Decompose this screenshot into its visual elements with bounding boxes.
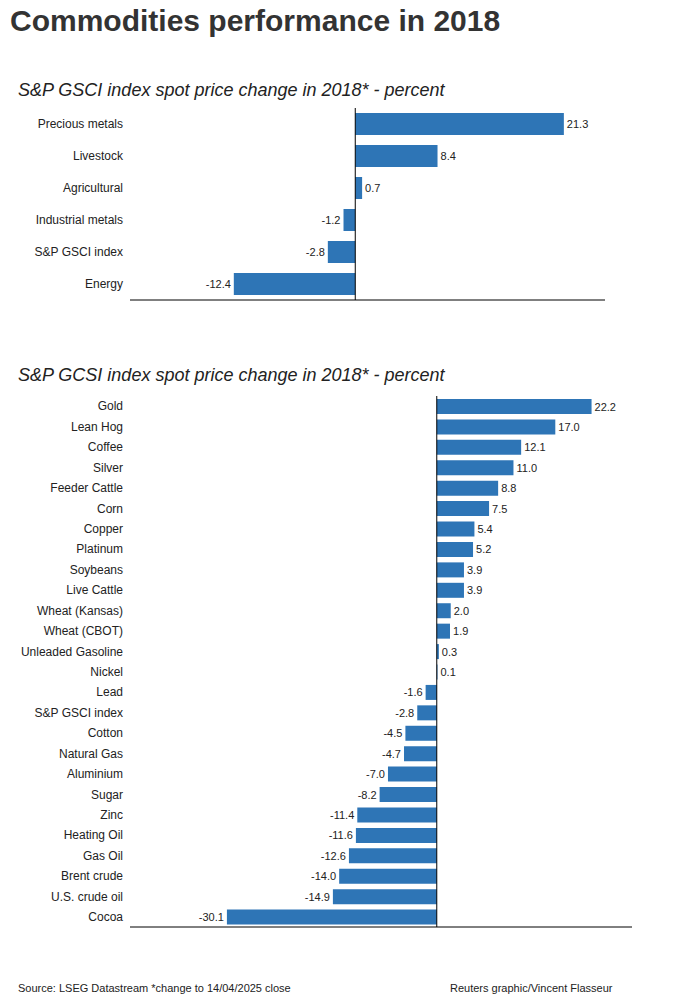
svg-text:Cotton: Cotton	[88, 726, 123, 740]
svg-text:Sugar: Sugar	[91, 788, 123, 802]
svg-text:-1.6: -1.6	[404, 686, 423, 698]
html-text:Reuters graphic/Vincent Flasse: Reuters graphic/Vincent Flasseur	[450, 982, 613, 994]
svg-text:-30.1: -30.1	[199, 911, 224, 923]
svg-text:-4.5: -4.5	[383, 727, 402, 739]
svg-text:1.9: 1.9	[453, 625, 468, 637]
svg-text:Zinc: Zinc	[100, 808, 123, 822]
svg-text:S&P GSCI index: S&P GSCI index	[35, 706, 124, 720]
svg-text:0.7: 0.7	[365, 182, 380, 194]
svg-text:-14.0: -14.0	[311, 870, 336, 882]
svg-text:Cocoa: Cocoa	[88, 910, 123, 924]
svg-text:8.4: 8.4	[441, 150, 456, 162]
svg-text:Natural Gas: Natural Gas	[59, 747, 123, 761]
svg-text:Precious metals: Precious metals	[38, 117, 123, 131]
svg-text:12.1: 12.1	[524, 441, 545, 453]
svg-text:Gas Oil: Gas Oil	[83, 849, 123, 863]
html-text:S&P GSCI index spot price chan: S&P GSCI index spot price change in 2018…	[18, 80, 445, 100]
svg-text:0.1: 0.1	[440, 666, 455, 678]
svg-text:21.3: 21.3	[567, 118, 588, 130]
svg-text:Wheat (Kansas): Wheat (Kansas)	[37, 604, 123, 618]
svg-text:Wheat (CBOT): Wheat (CBOT)	[44, 624, 123, 638]
svg-text:Live Cattle: Live Cattle	[66, 583, 123, 597]
svg-text:-2.8: -2.8	[306, 246, 325, 258]
svg-text:8.8: 8.8	[501, 482, 516, 494]
svg-text:-11.4: -11.4	[330, 809, 354, 821]
svg-text:-12.6: -12.6	[321, 850, 346, 862]
svg-text:Coffee: Coffee	[88, 440, 123, 454]
svg-text:Industrial metals: Industrial metals	[36, 213, 123, 227]
svg-text:Unleaded Gasoline: Unleaded Gasoline	[21, 645, 123, 659]
svg-text:Aluminium: Aluminium	[67, 767, 123, 781]
svg-text:Energy: Energy	[85, 277, 123, 291]
svg-text:Heating Oil: Heating Oil	[64, 828, 123, 842]
svg-text:Platinum: Platinum	[76, 542, 123, 556]
svg-text:U.S. crude oil: U.S. crude oil	[51, 890, 123, 904]
svg-text:11.0: 11.0	[516, 462, 537, 474]
svg-text:5.4: 5.4	[477, 523, 492, 535]
html-text:Source: LSEG Datastream *chang: Source: LSEG Datastream *change to 14/04…	[18, 982, 291, 994]
svg-text:Livestock: Livestock	[73, 149, 124, 163]
svg-text:-12.4: -12.4	[206, 278, 231, 290]
svg-text:22.2: 22.2	[595, 401, 616, 413]
svg-text:-7.0: -7.0	[366, 768, 385, 780]
svg-text:Soybeans: Soybeans	[70, 563, 123, 577]
html-text:Commodities performance in 201: Commodities performance in 2018	[10, 4, 501, 37]
svg-text:Feeder Cattle: Feeder Cattle	[50, 481, 123, 495]
svg-text:3.9: 3.9	[467, 564, 482, 576]
svg-text:0.3: 0.3	[442, 646, 457, 658]
svg-text:Nickel: Nickel	[90, 665, 123, 679]
svg-text:3.9: 3.9	[467, 584, 482, 596]
html-text:S&P GCSI index spot price chan: S&P GCSI index spot price change in 2018…	[18, 365, 445, 385]
svg-text:7.5: 7.5	[492, 503, 507, 515]
svg-text:-14.9: -14.9	[305, 891, 330, 903]
svg-text:Agricultural: Agricultural	[63, 181, 123, 195]
svg-text:17.0: 17.0	[558, 421, 579, 433]
svg-text:-11.6: -11.6	[329, 829, 353, 841]
svg-text:-4.7: -4.7	[382, 748, 401, 760]
svg-text:-2.8: -2.8	[395, 707, 414, 719]
svg-text:-8.2: -8.2	[358, 789, 377, 801]
svg-text:Lead: Lead	[96, 685, 123, 699]
svg-text:Copper: Copper	[84, 522, 123, 536]
svg-text:Brent crude: Brent crude	[61, 869, 123, 883]
svg-text:Silver: Silver	[93, 461, 123, 475]
svg-text:Gold: Gold	[98, 399, 123, 413]
svg-text:5.2: 5.2	[476, 543, 491, 555]
svg-text:Corn: Corn	[97, 502, 123, 516]
svg-text:-1.2: -1.2	[322, 214, 341, 226]
svg-text:S&P GSCI index: S&P GSCI index	[35, 245, 124, 259]
svg-text:Lean Hog: Lean Hog	[71, 420, 123, 434]
svg-text:2.0: 2.0	[454, 605, 469, 617]
